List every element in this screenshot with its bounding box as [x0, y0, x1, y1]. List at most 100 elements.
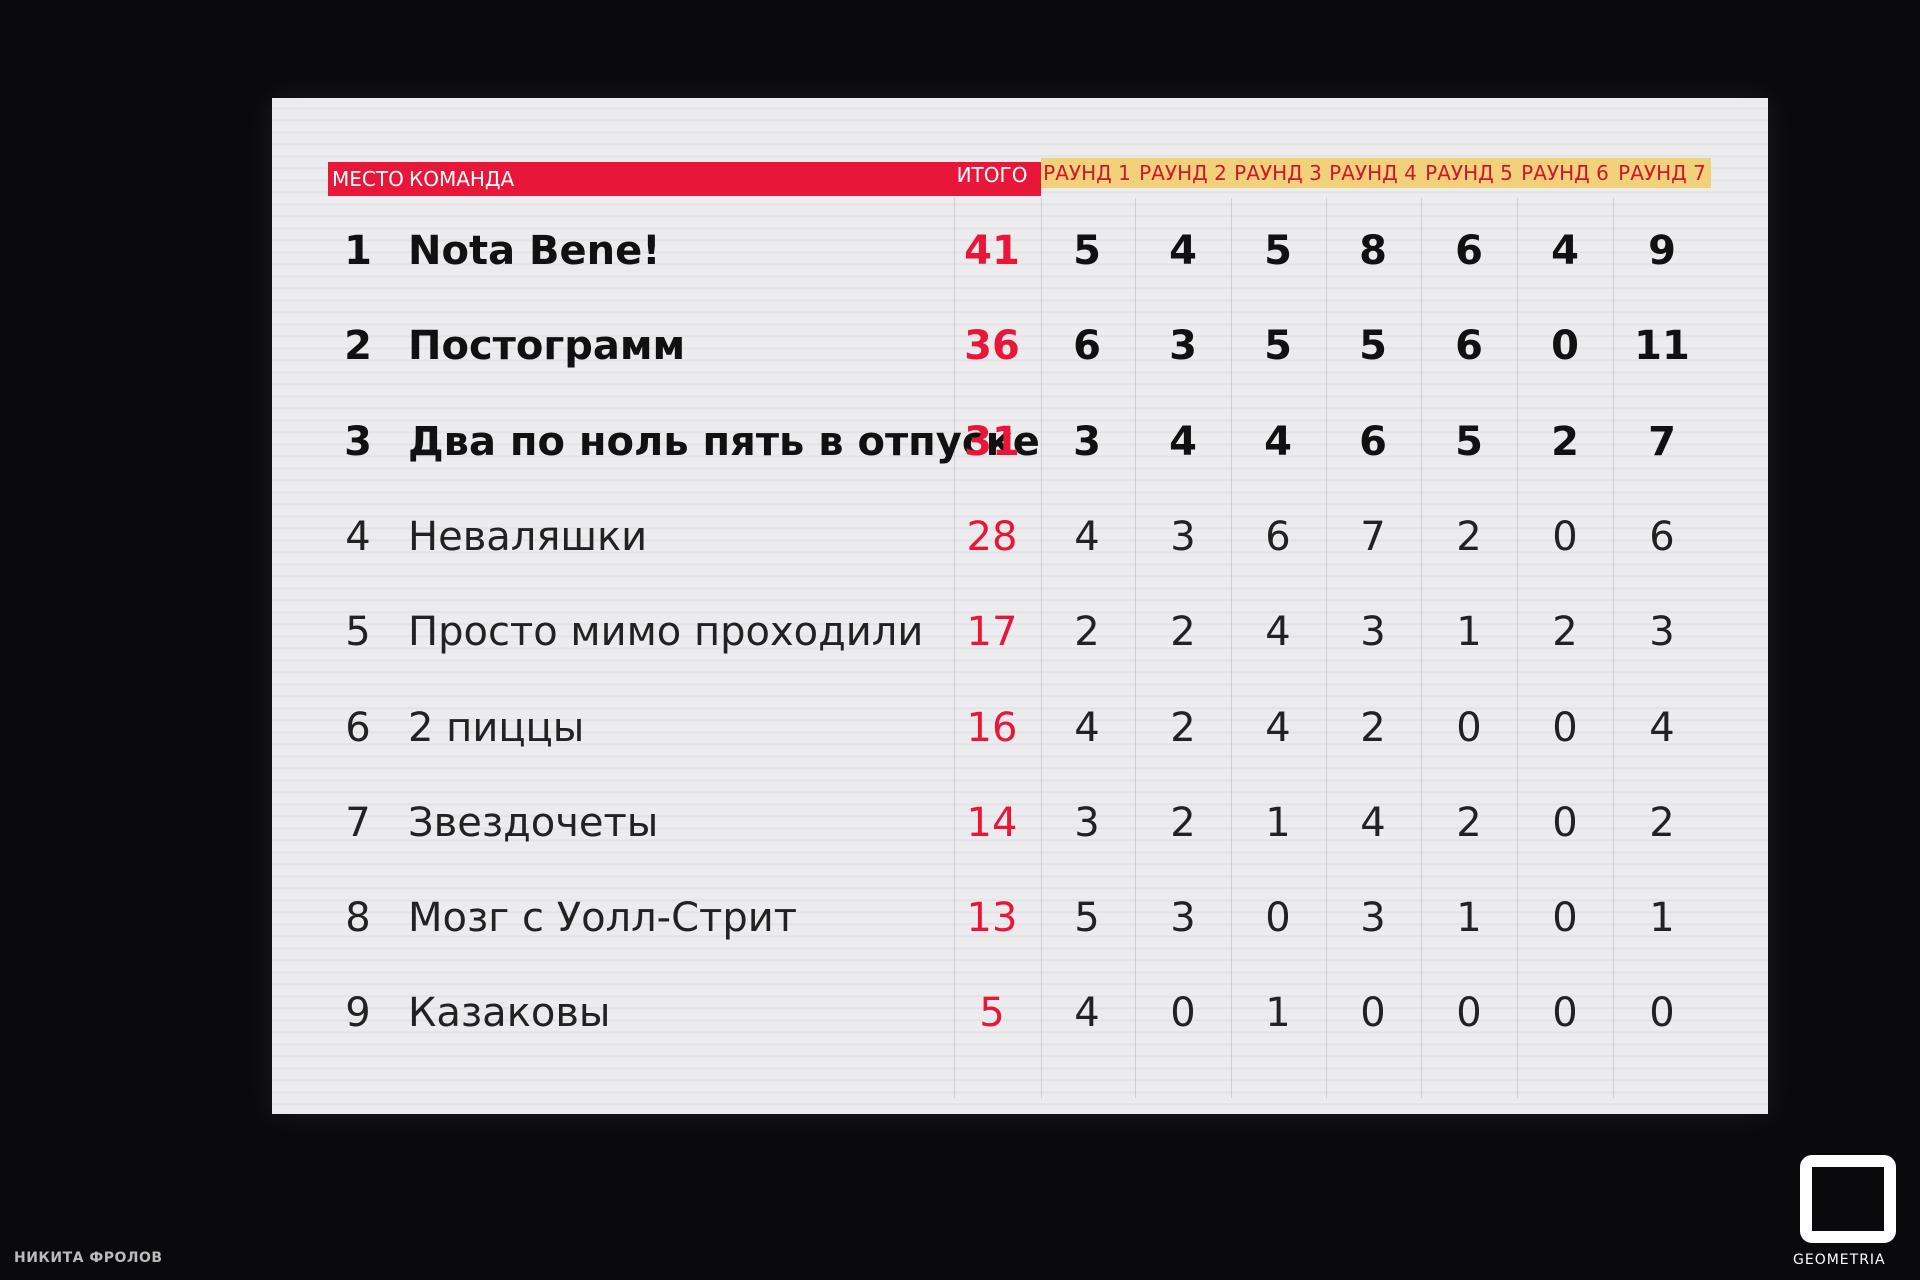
team-name: Неваляшки [408, 513, 648, 560]
score-cell: 0 [1456, 704, 1482, 751]
total-cell: 41 [964, 228, 1020, 274]
header-cell: ИТОГО [956, 163, 1028, 187]
score-cell: 2 [1551, 418, 1579, 465]
header-cell: РАУНД 4 [1329, 161, 1417, 185]
score-cell: 2 [1456, 513, 1482, 560]
score-cell: 4 [1169, 228, 1197, 274]
score-cell: 0 [1456, 990, 1482, 1037]
score-cell: 2 [1552, 609, 1578, 656]
score-cell: 0 [1170, 990, 1196, 1037]
total-cell: 13 [966, 895, 1018, 942]
score-cell: 5 [1264, 228, 1292, 274]
score-cell: 3 [1360, 895, 1386, 942]
header-cell: КОМАНДА [409, 167, 515, 191]
score-cell: 2 [1074, 609, 1100, 656]
score-cell: 3 [1360, 609, 1386, 656]
score-cell: 5 [1073, 228, 1101, 274]
score-cell: 5 [1455, 418, 1483, 465]
column-divider [1421, 198, 1422, 1098]
team-name: Мозг с Уолл-Стрит [408, 895, 798, 942]
score-cell: 1 [1265, 990, 1291, 1037]
place-cell: 5 [345, 609, 371, 656]
header-cell: РАУНД 1 [1043, 161, 1131, 185]
score-cell: 2 [1360, 704, 1386, 751]
total-cell: 28 [966, 513, 1018, 560]
column-divider [1231, 198, 1232, 1098]
score-cell: 2 [1170, 799, 1196, 846]
column-divider [1041, 198, 1042, 1098]
score-cell: 0 [1551, 323, 1579, 370]
logo-text: GEOMETRIA [1793, 1252, 1886, 1268]
score-cell: 3 [1074, 799, 1100, 846]
score-cell: 3 [1170, 895, 1196, 942]
score-cell: 5 [1074, 895, 1100, 942]
place-cell: 1 [344, 228, 372, 274]
score-cell: 0 [1265, 895, 1291, 942]
score-cell: 5 [1264, 323, 1292, 370]
total-cell: 16 [966, 704, 1018, 751]
score-cell: 9 [1648, 228, 1676, 274]
score-cell: 6 [1265, 513, 1291, 560]
score-cell: 0 [1649, 990, 1675, 1037]
score-cell: 0 [1552, 704, 1578, 751]
header-cell: РАУНД 2 [1139, 161, 1227, 185]
team-name: Просто мимо проходили [408, 609, 924, 656]
column-divider [1135, 198, 1136, 1098]
column-divider [1517, 198, 1518, 1098]
score-cell: 2 [1456, 799, 1482, 846]
rounds-header-bar [1041, 158, 1711, 188]
header-cell: РАУНД 3 [1234, 161, 1322, 185]
team-name: 2 пиццы [408, 704, 585, 751]
score-cell: 1 [1265, 799, 1291, 846]
score-cell: 0 [1552, 895, 1578, 942]
total-cell: 14 [966, 799, 1018, 846]
score-cell: 1 [1456, 895, 1482, 942]
score-cell: 6 [1073, 323, 1101, 370]
score-cell: 5 [1359, 323, 1387, 370]
place-cell: 8 [345, 895, 371, 942]
score-cell: 4 [1360, 799, 1386, 846]
score-cell: 3 [1169, 323, 1197, 370]
score-cell: 3 [1649, 609, 1675, 656]
score-cell: 6 [1455, 323, 1483, 370]
place-cell: 6 [345, 704, 371, 751]
place-cell: 3 [344, 418, 372, 465]
score-cell: 6 [1455, 228, 1483, 274]
score-cell: 1 [1649, 895, 1675, 942]
score-cell: 4 [1074, 513, 1100, 560]
score-cell: 0 [1552, 799, 1578, 846]
header-bar [328, 162, 1041, 196]
score-cell: 4 [1264, 418, 1292, 465]
total-cell: 5 [979, 990, 1005, 1037]
column-divider [954, 198, 955, 1098]
score-cell: 11 [1634, 323, 1690, 370]
header-cell: РАУНД 6 [1521, 161, 1609, 185]
score-cell: 6 [1359, 418, 1387, 465]
score-cell: 3 [1170, 513, 1196, 560]
team-name: Два по ноль пять в отпуске [408, 418, 1040, 465]
score-cell: 0 [1552, 990, 1578, 1037]
score-cell: 7 [1360, 513, 1386, 560]
score-cell: 2 [1649, 799, 1675, 846]
header-cell: РАУНД 5 [1425, 161, 1513, 185]
place-cell: 4 [345, 513, 371, 560]
team-name: Постограмм [408, 323, 686, 370]
place-cell: 2 [344, 323, 372, 370]
photo-credit: НИКИТА ФРОЛОВ [14, 1250, 163, 1266]
score-cell: 2 [1170, 704, 1196, 751]
logo-icon [1800, 1155, 1896, 1243]
score-cell: 0 [1360, 990, 1386, 1037]
score-cell: 1 [1456, 609, 1482, 656]
header-cell: МЕСТО [332, 167, 404, 191]
total-cell: 17 [966, 609, 1018, 656]
place-cell: 9 [345, 990, 371, 1037]
total-cell: 31 [964, 418, 1020, 465]
score-cell: 4 [1551, 228, 1579, 274]
team-name: Звездочеты [408, 799, 659, 846]
column-divider [1326, 198, 1327, 1098]
score-cell: 7 [1648, 418, 1676, 465]
scoreboard-screen: МЕСТО КОМАНДА ИТОГО РАУНД 1 РАУНД 2 РАУНД 3 РА… [272, 98, 1768, 1114]
place-cell: 7 [345, 799, 371, 846]
header-cell: РАУНД 7 [1618, 161, 1706, 185]
